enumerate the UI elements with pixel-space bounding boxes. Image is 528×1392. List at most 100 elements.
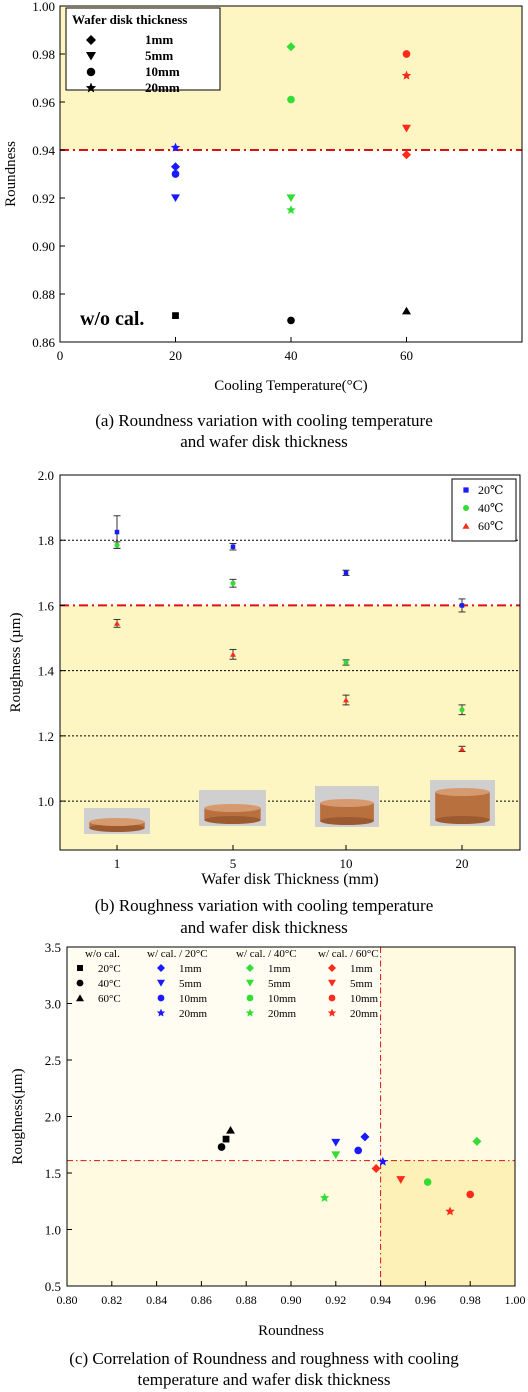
legend-label: 5mm [179,978,202,990]
data-point [402,124,411,133]
disk-photo-20 [430,780,495,826]
x-axis-label: Cooling Temperature(°C) [214,378,367,394]
x-tick-label: 0.84 [146,1293,167,1307]
legend-label: 20°C [98,963,121,975]
x-tick-label: 0.94 [370,1293,391,1307]
x-tick-label: 60 [400,348,413,363]
caption-c-line1: (c) Correlation of Roundness and roughne… [69,1349,459,1368]
legend-label-1mm: 1mm [145,32,173,47]
legend-label: 20mm [350,1008,379,1020]
data-point [230,544,236,549]
panel-b: 1.0 1.2 1.4 1.6 1.8 2.0 1 5 10 20 Wafer disk Thick… [0,463,528,940]
y-tick-label: 0.90 [32,239,55,254]
disk-photo-1 [84,808,150,834]
data-point [226,1126,236,1134]
y-tick-label: 3.5 [45,943,61,955]
disk-photo-5 [199,790,266,826]
data-point [287,316,295,325]
caption-a-line2: and wafer disk thickness [180,432,348,451]
x-tick-label: 1 [114,856,121,871]
x-tick-label: 0.98 [460,1293,481,1307]
legend-box [451,478,517,542]
legend-box [65,7,221,91]
data-point [396,1176,406,1184]
legend-label: 10mm [179,993,208,1005]
legend-label: 10mm [268,993,297,1005]
data-point [378,1156,388,1166]
data-point [459,746,465,752]
data-point [171,170,180,178]
chart-c: 0.5 1.0 1.5 2.0 2.5 3.0 3.5 0.80 0.82 0.84 0.86 0.8… [10,940,526,1339]
y-tick-label: 0.88 [32,287,55,302]
legend-group-title: w/ cal. / 20°C [147,948,208,960]
chart-b: 1.0 1.2 1.4 1.6 1.8 2.0 1 5 10 20 Wafer disk Thick… [8,468,521,888]
legend-label: 40℃ [478,501,503,515]
disk-top [435,788,490,796]
legend-label: 10mm [350,993,379,1005]
data-point [401,70,412,80]
legend-marker [328,964,336,972]
legend-marker [246,964,254,972]
legend-label-20mm: 20mm [145,80,180,95]
caption-a-line1: (a) Roundness variation with cooling tem… [95,411,433,430]
disk-bottom [204,816,261,824]
legend-label: 20mm [268,1008,297,1020]
x-axis-label: Roundness [258,1323,324,1339]
disk-photo-10 [315,786,379,827]
legend-label: 20℃ [478,483,503,497]
data-point [466,1190,475,1199]
legend-label-10mm: 10mm [145,64,180,79]
data-point [170,142,181,152]
y-tick-label: 1.8 [38,533,54,548]
legend-marker [246,994,254,1002]
data-point [331,1151,341,1159]
data-point [459,707,465,713]
legend-marker [462,522,470,529]
legend-marker [328,979,336,987]
data-point [114,620,120,626]
legend-marker-5mm [86,52,96,61]
y-axis-label: Roughness (µm) [8,613,24,713]
legend-label: 60℃ [478,519,503,533]
y-tick-label: 0.94 [32,143,55,158]
data-point [343,659,349,666]
legend-label: 20mm [179,1008,208,1020]
legend-label: 5mm [350,978,373,990]
x-tick-label: 20 [456,856,469,871]
caption-c-line2: temperature and wafer disk thickness [137,1370,391,1389]
legend-marker [157,994,165,1002]
data-point [445,1206,455,1216]
x-tick-label: 0.80 [57,1293,78,1307]
disk-top [89,818,145,826]
legend-marker-20mm [85,82,97,93]
legend-marker [328,994,336,1002]
x-tick-label: 1.00 [505,1293,526,1307]
data-point [286,194,296,203]
legend-marker [246,979,254,987]
data-point [423,1178,432,1186]
x-tick-label: 40 [285,348,298,363]
x-tick-label: 0 [57,348,64,363]
y-tick-label: 2.5 [45,1053,61,1068]
x-tick-label: 0.96 [415,1293,436,1307]
x-tick-label: 0.82 [101,1293,122,1307]
data-point [286,205,296,214]
legend-label: 40°C [98,978,121,990]
data-point [230,580,236,586]
data-point [402,150,411,160]
data-point [171,194,180,203]
x-tick-label: 20 [169,348,182,363]
y-axis-label: Roughness(µm) [10,1068,26,1164]
legend-marker [327,1008,337,1017]
data-point [472,1136,482,1146]
data-point [343,697,349,703]
disk-side [435,792,490,820]
x-tick-label: 5 [230,856,237,871]
data-point [319,1192,330,1202]
legend-marker-1mm [86,35,96,45]
data-point [114,529,120,535]
data-point [402,50,411,58]
legend-title: Wafer disk thickness [72,12,187,27]
data-point [331,1138,341,1147]
legend-label: 5mm [268,978,291,990]
